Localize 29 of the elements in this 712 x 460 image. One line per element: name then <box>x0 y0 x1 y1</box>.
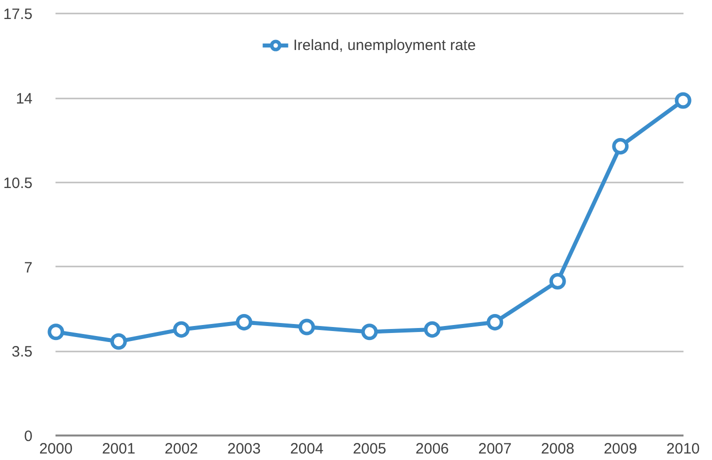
x-tick-label: 2002 <box>164 440 198 458</box>
y-tick-label: 17.5 <box>3 6 33 24</box>
point <box>674 92 692 109</box>
point <box>110 333 127 350</box>
point <box>361 324 378 340</box>
x-tick-label: 2003 <box>227 440 261 458</box>
y-tick-label: 3.5 <box>12 344 33 361</box>
x-tick-label: 2000 <box>39 440 73 458</box>
point <box>549 273 566 290</box>
x-tick-label: 2006 <box>416 440 449 458</box>
x-tick-label: 2009 <box>604 440 638 458</box>
point <box>48 324 64 340</box>
point <box>236 314 252 330</box>
x-tick-label: 2005 <box>352 440 386 458</box>
legend-label: Ireland, unemployment rate <box>293 36 476 54</box>
y-tick-label: 10.5 <box>3 174 33 192</box>
x-tick-label: 2010 <box>666 440 700 458</box>
x-tick-label: 2008 <box>540 440 574 458</box>
y-tick-label: 7 <box>24 259 32 276</box>
point <box>298 318 316 336</box>
y-tick-label: 14 <box>16 90 33 108</box>
point <box>486 314 504 330</box>
point <box>173 321 190 338</box>
x-tick-label: 2007 <box>478 440 512 458</box>
y-tick-label: 0 <box>24 428 32 445</box>
point <box>424 321 440 338</box>
point <box>612 138 629 155</box>
x-tick-label: 2001 <box>102 440 136 458</box>
x-tick-label: 2004 <box>290 440 324 458</box>
